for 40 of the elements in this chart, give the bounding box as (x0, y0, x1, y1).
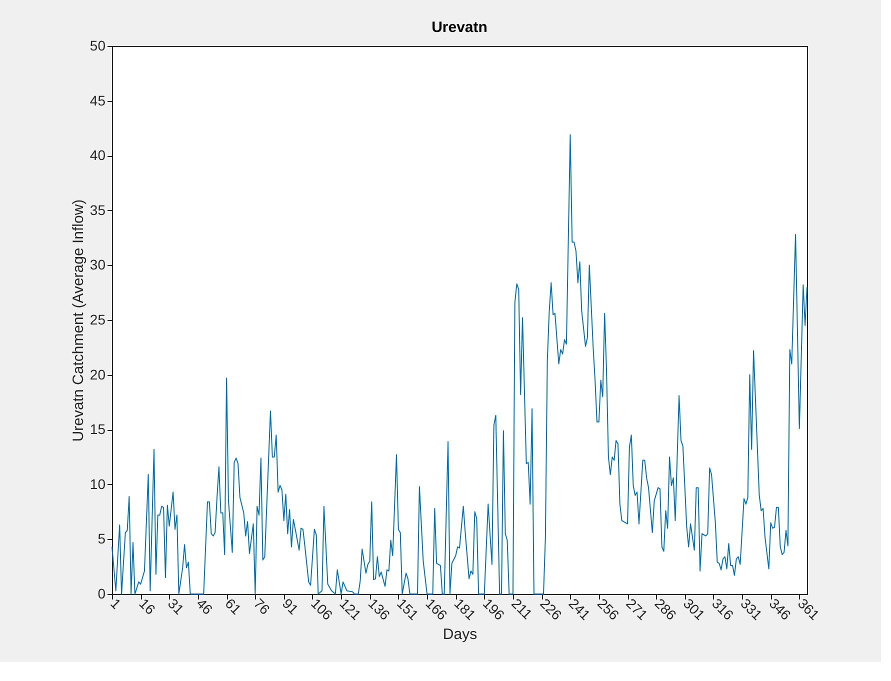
x-tick-label: 271 (623, 595, 652, 624)
x-tick-label: 76 (250, 595, 274, 618)
y-tick-label: 50 (90, 38, 106, 54)
x-tick-label: 241 (566, 595, 594, 624)
x-tick-label: 16 (136, 595, 159, 618)
y-tick-label: 30 (90, 256, 106, 273)
x-tick-label: 256 (594, 595, 622, 624)
x-tick-label: 31 (164, 595, 188, 618)
x-tick-label: 46 (193, 595, 216, 618)
x-tick-label: 121 (336, 595, 365, 624)
x-tick-label: 181 (451, 595, 480, 624)
x-tick-label: 196 (480, 595, 508, 624)
x-tick-label: 346 (766, 595, 794, 624)
x-tick-label: 151 (394, 595, 422, 624)
y-tick-label: 15 (90, 421, 106, 438)
x-tick-label: 106 (308, 595, 336, 624)
x-tick-label: 166 (422, 595, 451, 624)
x-axis-title: Days (442, 626, 478, 643)
x-tick-label: 361 (794, 595, 823, 624)
x-tick-label: 91 (279, 595, 302, 618)
x-tick-label: 316 (708, 595, 737, 624)
x-tick-label: 226 (537, 595, 566, 624)
y-tick-label: 0 (98, 586, 106, 602)
x-tick-label: 136 (365, 595, 394, 624)
x-tick-label: 331 (738, 595, 766, 624)
y-tick-label: 20 (90, 366, 106, 382)
chart-title: Urevatn (432, 19, 488, 36)
y-tick-label: 25 (90, 312, 106, 328)
x-tick-label: 1 (108, 595, 125, 612)
x-tick-label: 61 (222, 595, 245, 618)
y-tick-label: 45 (90, 92, 106, 108)
y-tick-label: 40 (90, 147, 106, 164)
line-series (112, 134, 808, 594)
y-tick-label: 10 (90, 476, 106, 492)
x-tick-label: 301 (680, 595, 708, 624)
x-tick-label: 286 (652, 595, 680, 624)
y-tick-label: 5 (98, 530, 106, 547)
y-axis-title: Urevatn Catchment (Average Inflow) (70, 199, 87, 442)
y-tick-label: 35 (90, 202, 106, 218)
x-tick-label: 211 (508, 595, 536, 622)
